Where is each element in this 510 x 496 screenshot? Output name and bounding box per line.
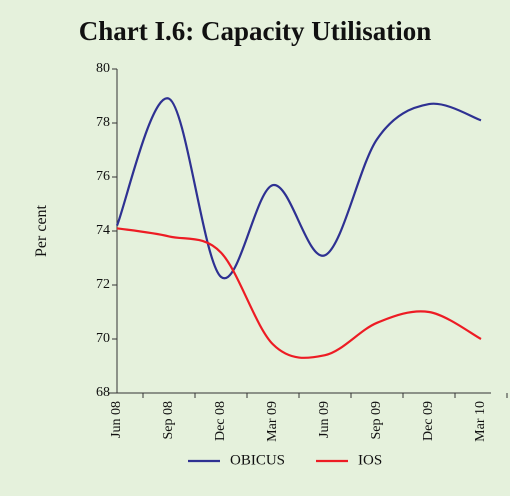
x-tick-label: Sep 08 (161, 401, 176, 440)
line-series (115, 97, 482, 280)
y-tick-label: 80 (96, 61, 110, 76)
y-tick-label: 74 (96, 223, 110, 238)
line-series (116, 227, 482, 359)
y-tick-label: 68 (96, 385, 110, 400)
y-axis-label: Per cent (33, 204, 50, 257)
y-tick-label: 78 (96, 115, 110, 130)
chart-title: Chart I.6: Capacity Utilisation (79, 16, 432, 46)
y-tick-label: 76 (96, 169, 110, 184)
x-tick-label: Sep 09 (369, 401, 384, 440)
x-tick-label: Mar 09 (265, 401, 280, 442)
x-tick-label: Jun 08 (109, 401, 124, 438)
y-tick-label: 72 (96, 277, 110, 292)
legend-label: OBICUS (230, 452, 285, 468)
y-tick-label: 70 (96, 331, 110, 346)
x-tick-label: Dec 08 (213, 401, 228, 441)
legend-label: IOS (358, 452, 382, 468)
x-tick-label: Mar 10 (473, 401, 488, 442)
x-tick-label: Dec 09 (421, 401, 436, 441)
x-tick-label: Jun 09 (317, 401, 332, 438)
